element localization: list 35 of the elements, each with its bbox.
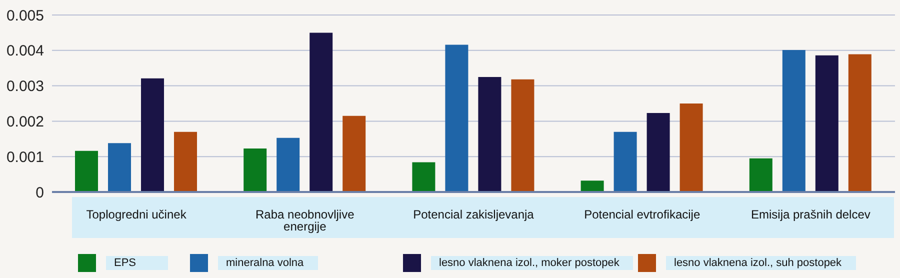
- bar: [141, 78, 164, 192]
- bar: [244, 148, 267, 192]
- bar: [511, 79, 534, 192]
- legend-label: lesno vlaknena izol., moker postopek: [431, 256, 634, 270]
- bar: [782, 50, 806, 192]
- bar: [75, 150, 98, 192]
- bar: [614, 132, 637, 192]
- y-tick-label: 0.005: [6, 7, 44, 24]
- y-tick-label: 0.002: [6, 114, 44, 131]
- bar: [749, 158, 772, 192]
- bar: [445, 44, 468, 192]
- legend-label: mineralna volna: [218, 256, 318, 270]
- bar: [580, 180, 604, 192]
- bar: [174, 132, 197, 192]
- legend-label: lesno vlaknena izol., suh postopek: [666, 256, 856, 270]
- bar: [680, 104, 703, 192]
- x-tick-label: Potencial evtrofikacije: [584, 208, 700, 222]
- y-tick-label: 0.004: [6, 42, 44, 60]
- x-tick-label: Raba neobnovljive energije: [256, 208, 355, 234]
- x-tick-label: Toplogredni učinek: [86, 208, 188, 222]
- y-tick-label: 0.001: [6, 148, 44, 166]
- bar: [646, 113, 670, 192]
- bar: [310, 32, 333, 192]
- bar: [342, 116, 366, 192]
- legend-label: EPS: [106, 256, 168, 270]
- x-tick-label: Potencial zakisljevanja: [413, 208, 534, 222]
- bar: [815, 55, 838, 192]
- bar: [478, 76, 502, 192]
- bar: [108, 143, 131, 192]
- y-tick-label: 0: [36, 184, 44, 202]
- y-tick-label: 0.003: [6, 78, 44, 96]
- bar: [412, 162, 436, 192]
- bar: [848, 54, 872, 192]
- bar: [276, 138, 300, 192]
- x-tick-label: Emisija prašnih delcev: [751, 208, 870, 222]
